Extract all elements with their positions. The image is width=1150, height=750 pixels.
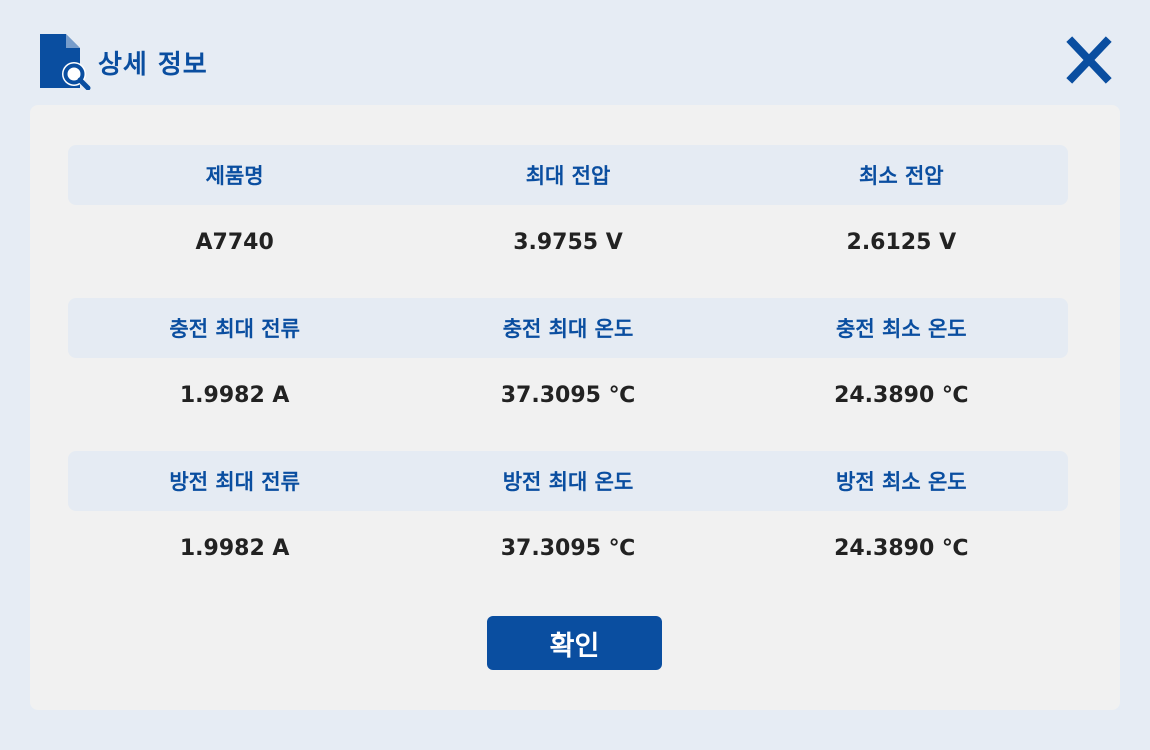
label-discharge-min-temp: 방전 최소 온도: [836, 470, 967, 494]
value-row: A7740 3.9755 V 2.6125 V: [68, 205, 1068, 279]
value-row: 1.9982 A 37.3095 ℃ 24.3890 ℃: [68, 358, 1068, 432]
close-icon: [1064, 36, 1114, 86]
confirm-button[interactable]: 확인: [487, 616, 662, 670]
value-max-voltage: 3.9755 V: [513, 229, 623, 255]
value-discharge-max-current: 1.9982 A: [179, 535, 290, 561]
label-row: 충전 최대 전류 충전 최대 온도 충전 최소 온도: [68, 298, 1068, 358]
info-group-basic: 제품명 최대 전압 최소 전압 A7740 3.9755 V 2.6125 V: [68, 145, 1068, 279]
value-discharge-max-temp: 37.3095 ℃: [500, 535, 636, 561]
label-row: 제품명 최대 전압 최소 전압: [68, 145, 1068, 205]
value-row: 1.9982 A 37.3095 ℃ 24.3890 ℃: [68, 511, 1068, 585]
value-product-name: A7740: [195, 229, 274, 255]
details-panel: 제품명 최대 전압 최소 전압 A7740 3.9755 V 2.6125 V …: [30, 105, 1120, 710]
label-product-name: 제품명: [205, 164, 264, 188]
label-discharge-max-temp: 방전 최대 온도: [502, 470, 634, 494]
close-button[interactable]: [1064, 36, 1114, 86]
info-group-discharge: 방전 최대 전류 방전 최대 온도 방전 최소 온도 1.9982 A 37.3…: [68, 451, 1068, 585]
label-charge-max-temp: 충전 최대 온도: [502, 317, 634, 341]
document-search-icon: [40, 34, 92, 90]
label-charge-min-temp: 충전 최소 온도: [836, 317, 967, 341]
label-discharge-max-current: 방전 최대 전류: [169, 470, 300, 494]
label-charge-max-current: 충전 최대 전류: [169, 317, 300, 341]
value-discharge-min-temp: 24.3890 ℃: [834, 535, 969, 561]
value-min-voltage: 2.6125 V: [846, 229, 957, 255]
value-charge-max-current: 1.9982 A: [179, 382, 290, 408]
dialog-header: 상세 정보: [40, 34, 208, 90]
dialog-title: 상세 정보: [98, 49, 208, 80]
info-group-charge: 충전 최대 전류 충전 최대 온도 충전 최소 온도 1.9982 A 37.3…: [68, 298, 1068, 432]
label-min-voltage: 최소 전압: [859, 164, 944, 188]
label-max-voltage: 최대 전압: [525, 164, 611, 188]
value-charge-max-temp: 37.3095 ℃: [500, 382, 636, 408]
label-row: 방전 최대 전류 방전 최대 온도 방전 최소 온도: [68, 451, 1068, 511]
value-charge-min-temp: 24.3890 ℃: [834, 382, 969, 408]
